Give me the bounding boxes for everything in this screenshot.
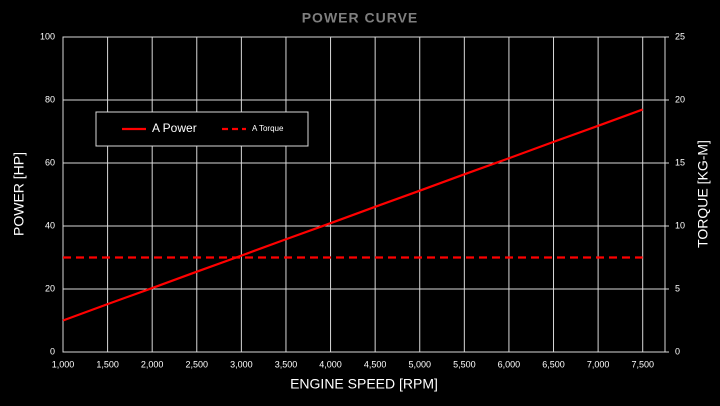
x-tick-label: 2,500 — [186, 359, 209, 369]
y-tick-label: 40 — [45, 220, 55, 230]
x-axis-label: ENGINE SPEED [RPM] — [290, 376, 438, 392]
y-tick-label: 20 — [45, 283, 55, 293]
x-tick-label: 6,500 — [542, 359, 565, 369]
x-tick-label: 4,500 — [364, 359, 387, 369]
x-tick-label: 2,000 — [141, 359, 164, 369]
plot-area — [62, 36, 666, 353]
legend-label: A Power — [152, 121, 197, 135]
y2-tick-label: 0 — [675, 346, 680, 356]
y2-tick-label: 5 — [675, 283, 680, 293]
x-tick-label: 3,000 — [230, 359, 253, 369]
legend-label: A Torque — [252, 124, 284, 133]
y2-tick-label: 15 — [675, 157, 685, 167]
x-tick-label: 3,500 — [275, 359, 298, 369]
y-tick-label: 0 — [50, 346, 55, 356]
x-tick-label: 1,500 — [96, 359, 119, 369]
y2-axis-label: TORQUE [KG-M] — [695, 140, 711, 248]
x-tick-label: 1,000 — [52, 359, 75, 369]
x-tick-label: 6,000 — [498, 359, 521, 369]
x-tick-label: 7,000 — [587, 359, 610, 369]
x-tick-label: 5,500 — [453, 359, 476, 369]
y2-tick-label: 20 — [675, 94, 685, 104]
y2-tick-label: 25 — [675, 31, 685, 41]
y-tick-label: 80 — [45, 94, 55, 104]
y2-tick-label: 10 — [675, 220, 685, 230]
legend: A Power A Torque — [95, 111, 309, 147]
y-axis-label: POWER [HP] — [11, 152, 27, 236]
series-line — [62, 108, 644, 322]
x-tick-label: 7,500 — [631, 359, 654, 369]
x-tick-label: 4,000 — [319, 359, 342, 369]
chart-title: POWER CURVE — [302, 10, 419, 26]
y-tick-label: 60 — [45, 157, 55, 167]
x-tick-label: 5,000 — [408, 359, 431, 369]
y-tick-label: 100 — [40, 31, 55, 41]
